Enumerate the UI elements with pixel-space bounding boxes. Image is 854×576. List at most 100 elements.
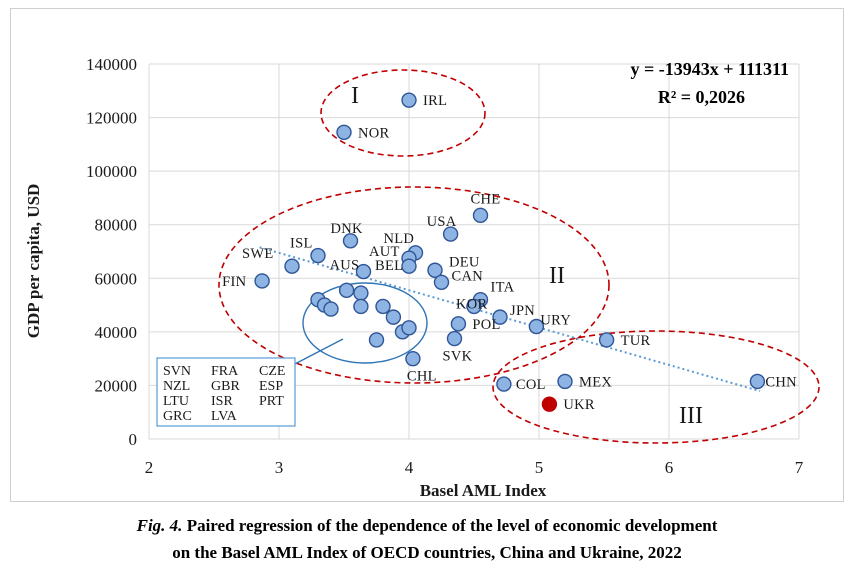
point-unlabeled xyxy=(385,309,402,325)
point-kor xyxy=(466,298,482,315)
point-label-deu: DEU xyxy=(449,254,480,270)
point-chl xyxy=(405,350,421,367)
point-label-bel: BEL xyxy=(375,258,403,274)
point-unlabeled xyxy=(353,285,369,301)
point-unlabeled xyxy=(375,298,391,315)
point-fin xyxy=(254,273,270,289)
regression-equation: y = -13943x + 111311 xyxy=(630,59,789,79)
y-tick-label: 40000 xyxy=(95,323,138,342)
y-tick-label: 120000 xyxy=(86,109,137,128)
point-jpn xyxy=(492,309,508,325)
point-label-nor: NOR xyxy=(358,125,390,141)
point-can xyxy=(433,274,450,291)
group-3-label: III xyxy=(679,403,703,429)
point-label-chn: CHN xyxy=(765,374,797,390)
point-label-fin: FIN xyxy=(222,274,246,290)
r-squared: R² = 0,2026 xyxy=(658,87,745,107)
cluster-country: SVN xyxy=(163,364,191,379)
cluster-list-box xyxy=(156,357,296,427)
group-1-label: I xyxy=(351,83,359,109)
y-tick-label: 60000 xyxy=(95,269,138,288)
point-mex xyxy=(557,373,573,390)
x-tick-label: 5 xyxy=(535,458,544,477)
trendline-path xyxy=(259,246,761,393)
point-ury xyxy=(528,318,545,335)
point-unlabeled xyxy=(353,298,369,315)
figure-caption: Fig. 4. Paired regression of the depende… xyxy=(0,512,854,566)
point-label-ury: URY xyxy=(540,313,571,329)
point-label-can: CAN xyxy=(452,268,484,284)
caption-fig-number: Fig. 4. xyxy=(136,516,183,535)
point-label-irl: IRL xyxy=(423,93,447,109)
group-1-ellipse xyxy=(320,69,486,157)
cluster-country: LVA xyxy=(211,409,238,424)
point-labels: IRL NOR CHE USA DNK NLD ISL AUT SWE BEL AUS DEU FIN C… xyxy=(222,93,797,413)
point-pol xyxy=(450,316,467,332)
point-label-mex: MEX xyxy=(579,374,612,390)
point-nor xyxy=(336,124,352,141)
point-label-dnk: DNK xyxy=(331,221,364,237)
point-usa xyxy=(442,226,459,242)
cluster-country: ESP xyxy=(259,379,283,394)
caption-line-1: Fig. 4. Paired regression of the depende… xyxy=(0,512,854,539)
y-axis-ticks: 0 20000 40000 60000 80000 100000 120000 140000 xyxy=(86,55,137,449)
point-label-ita: ITA xyxy=(491,280,515,296)
cluster-list: SVN FRA CZE NZL GBR ESP LTU ISR PRT GRC LVA xyxy=(163,364,285,424)
point-label-ukr: UKR xyxy=(563,397,595,413)
point-unlabeled xyxy=(401,320,417,336)
point-label-pol: POL xyxy=(472,317,500,333)
point-label-jpn: JPN xyxy=(510,303,535,319)
cluster-country: GBR xyxy=(211,379,240,394)
point-label-isl: ISL xyxy=(290,236,313,252)
y-tick-label: 80000 xyxy=(95,216,138,235)
x-axis-title: Basel AML Index xyxy=(420,481,547,500)
cluster-country: ISR xyxy=(211,394,233,409)
point-label-nld: NLD xyxy=(384,231,415,247)
y-tick-label: 140000 xyxy=(86,55,137,74)
x-tick-label: 2 xyxy=(145,458,154,477)
point-unlabeled xyxy=(338,282,355,299)
group-2-ellipse xyxy=(218,186,610,384)
point-label-svk: SVK xyxy=(443,349,473,365)
point-label-col: COL xyxy=(516,377,546,393)
group-2-label: II xyxy=(549,263,565,289)
x-tick-label: 3 xyxy=(275,458,284,477)
cluster-ellipse xyxy=(302,282,428,364)
cluster-country: CZE xyxy=(259,364,285,379)
x-tick-label: 4 xyxy=(405,458,414,477)
point-col xyxy=(496,376,512,392)
point-unlabeled xyxy=(368,332,385,348)
point-tur xyxy=(598,332,615,348)
point-isl xyxy=(310,247,326,264)
y-axis-title: GDP per capita, USD xyxy=(24,184,43,339)
point-bel xyxy=(401,258,417,274)
cluster-country: PRT xyxy=(259,394,284,409)
caption-line-2: on the Basel AML Index of OECD countries… xyxy=(172,543,682,562)
point-chn xyxy=(749,373,766,390)
group-ellipses xyxy=(218,69,820,444)
group-3-ellipse xyxy=(492,330,820,444)
point-label-che: CHE xyxy=(471,191,501,207)
point-che xyxy=(472,207,489,224)
point-dnk xyxy=(342,233,359,249)
cluster-country: LTU xyxy=(163,394,189,409)
y-tick-label: 20000 xyxy=(95,376,138,395)
point-deu xyxy=(427,262,443,278)
caption-text-1: Paired regression of the dependence of t… xyxy=(186,516,718,535)
point-swe xyxy=(284,258,300,274)
scatter-plot: IRL NOR CHE USA DNK NLD ISL AUT SWE BEL AUS DEU FIN C… xyxy=(24,55,820,500)
point-unlabeled xyxy=(323,301,339,317)
point-label-chl: CHL xyxy=(407,369,437,385)
trendline xyxy=(259,246,761,393)
point-label-usa: USA xyxy=(427,214,457,230)
point-label-aut: AUT xyxy=(369,244,400,260)
point-label-kor: KOR xyxy=(456,296,488,312)
point-irl xyxy=(401,92,417,108)
cluster-country: NZL xyxy=(163,379,190,394)
x-tick-label: 6 xyxy=(665,458,674,477)
cluster-connector xyxy=(290,338,344,367)
y-tick-label: 100000 xyxy=(86,162,137,181)
data-points xyxy=(254,92,766,412)
grid xyxy=(148,63,800,440)
point-svk xyxy=(446,330,463,347)
